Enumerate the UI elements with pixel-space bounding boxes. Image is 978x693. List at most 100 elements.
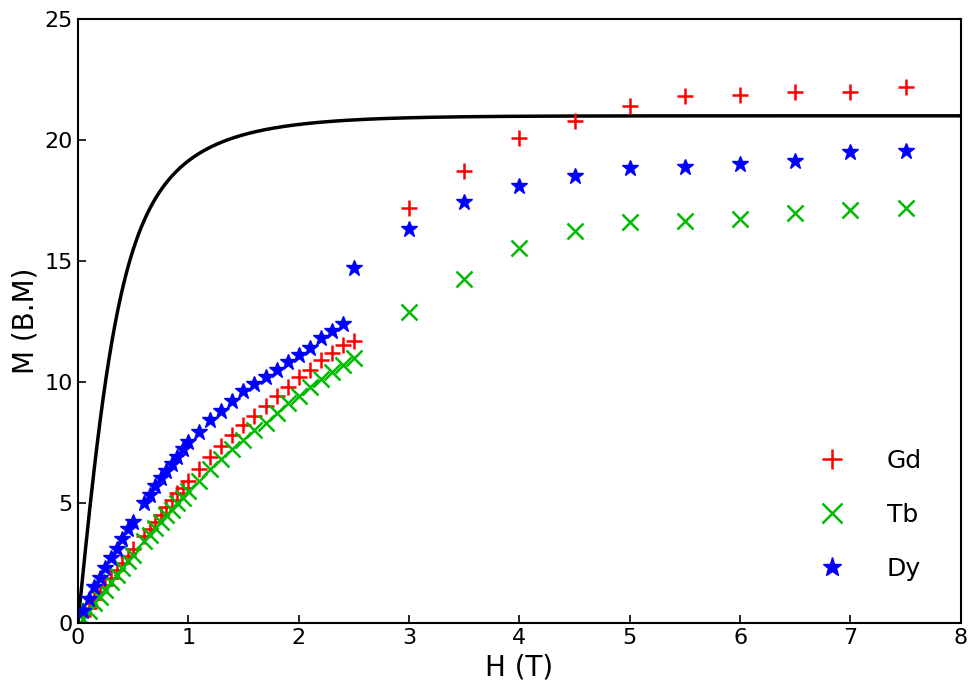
Dy	[248, 380, 260, 388]
Tb	[215, 455, 227, 463]
Dy	[144, 491, 156, 500]
X-axis label: H (T): H (T)	[485, 654, 553, 682]
Tb	[194, 477, 205, 485]
Dy	[171, 453, 183, 461]
Gd	[121, 552, 133, 560]
Dy	[623, 164, 635, 172]
Dy	[788, 157, 800, 165]
Dy	[116, 535, 128, 543]
Tb	[458, 275, 469, 283]
Tb	[111, 571, 122, 579]
Tb	[116, 563, 128, 572]
Gd	[155, 511, 166, 519]
Dy	[160, 467, 172, 475]
Tb	[326, 368, 337, 376]
Tb	[171, 498, 183, 507]
Tb	[182, 486, 194, 495]
Gd	[282, 383, 293, 391]
Dy	[336, 319, 348, 328]
Dy	[679, 162, 690, 170]
Dy	[403, 225, 415, 234]
Dy	[844, 148, 856, 156]
Tb	[177, 493, 189, 502]
Gd	[788, 87, 800, 96]
Tb	[88, 599, 100, 607]
Tb	[788, 209, 800, 217]
Dy	[100, 563, 111, 572]
Line: Dy: Dy	[75, 143, 913, 620]
Line: Gd: Gd	[75, 79, 912, 624]
Dy	[315, 334, 327, 342]
Gd	[77, 612, 89, 620]
Gd	[138, 532, 150, 541]
Dy	[734, 160, 745, 168]
Dy	[127, 518, 139, 526]
Tb	[127, 550, 139, 559]
Tb	[149, 524, 160, 532]
Tb	[77, 615, 89, 623]
Dy	[121, 525, 133, 534]
Gd	[177, 484, 189, 492]
Gd	[623, 102, 635, 110]
Dy	[259, 373, 271, 381]
Gd	[94, 588, 106, 596]
Gd	[679, 92, 690, 100]
Dy	[77, 607, 89, 615]
Gd	[88, 595, 100, 604]
Tb	[292, 392, 304, 401]
Gd	[144, 525, 156, 534]
Gd	[171, 489, 183, 497]
Tb	[679, 217, 690, 225]
Tb	[282, 399, 293, 407]
Dy	[282, 358, 293, 367]
Gd	[111, 566, 122, 574]
Gd	[238, 421, 249, 430]
Tb	[248, 426, 260, 435]
Gd	[100, 581, 111, 589]
Dy	[238, 387, 249, 396]
Gd	[336, 342, 348, 350]
Gd	[160, 503, 172, 511]
Dy	[226, 397, 238, 405]
Dy	[215, 407, 227, 415]
Gd	[226, 431, 238, 439]
Tb	[270, 409, 282, 417]
Gd	[116, 559, 128, 567]
Tb	[100, 586, 111, 594]
Tb	[226, 446, 238, 454]
Dy	[83, 595, 95, 604]
Dy	[111, 545, 122, 553]
Gd	[194, 464, 205, 473]
Tb	[259, 419, 271, 427]
Tb	[315, 375, 327, 383]
Tb	[623, 218, 635, 227]
Dy	[568, 172, 580, 180]
Dy	[513, 182, 525, 190]
Tb	[336, 360, 348, 369]
Gd	[734, 91, 745, 99]
Gd	[403, 204, 415, 212]
Gd	[248, 412, 260, 420]
Dy	[94, 573, 106, 581]
Dy	[458, 198, 469, 206]
Tb	[734, 214, 745, 222]
Legend: Gd, Tb, Dy: Gd, Tb, Dy	[806, 449, 921, 581]
Dy	[149, 482, 160, 490]
Gd	[270, 392, 282, 401]
Gd	[458, 167, 469, 175]
Tb	[844, 206, 856, 214]
Gd	[259, 402, 271, 410]
Gd	[513, 134, 525, 142]
Dy	[270, 365, 282, 374]
Gd	[165, 496, 177, 505]
Dy	[204, 416, 216, 425]
Dy	[88, 583, 100, 591]
Tb	[347, 353, 359, 362]
Dy	[105, 554, 116, 562]
Tb	[513, 243, 525, 252]
Gd	[292, 373, 304, 381]
Gd	[105, 573, 116, 581]
Gd	[149, 518, 160, 526]
Dy	[182, 438, 194, 446]
Gd	[127, 545, 139, 553]
